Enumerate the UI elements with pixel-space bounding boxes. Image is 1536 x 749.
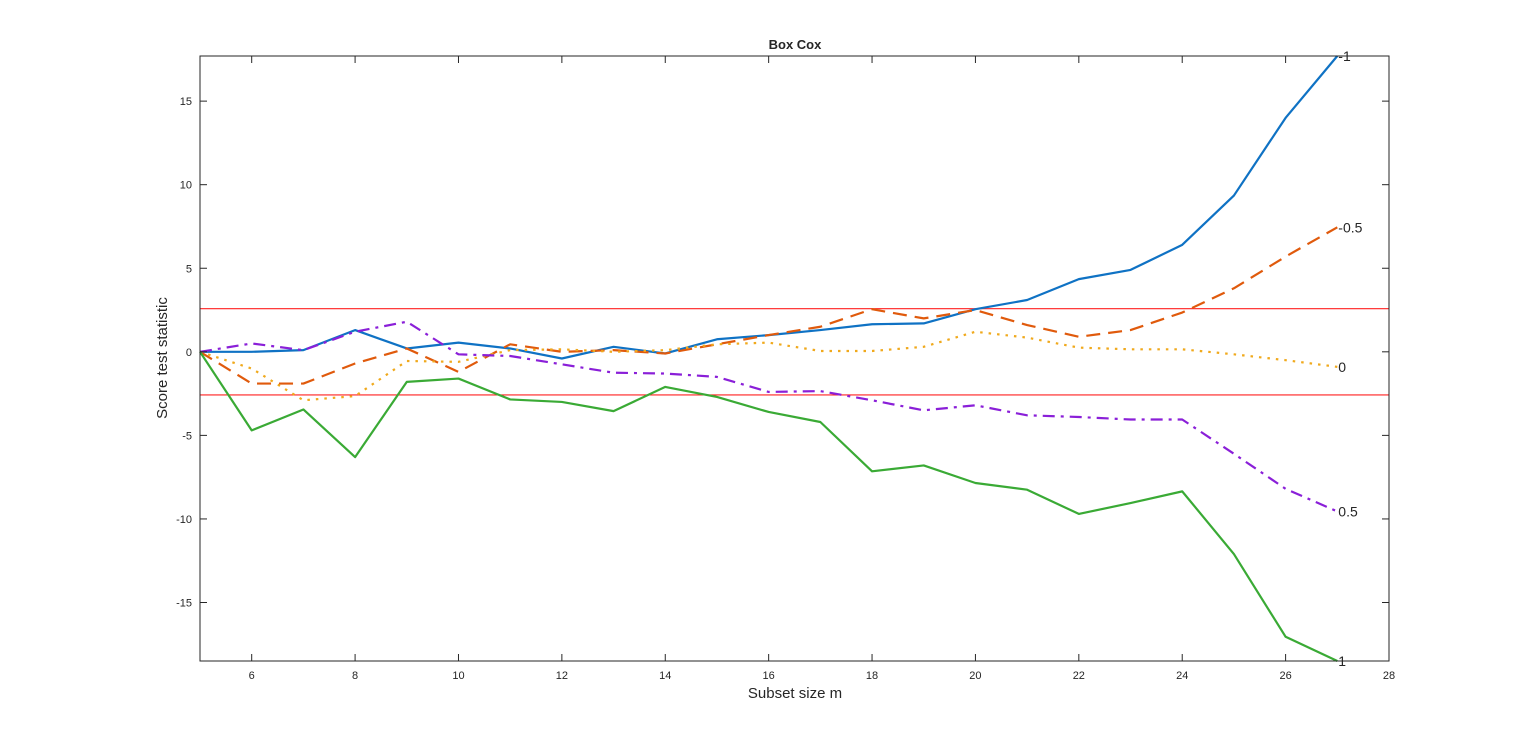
series-end-label: 0 [1338,359,1346,375]
y-axis-label: Score test statistic [154,297,171,419]
x-tick-label: 22 [1073,670,1085,682]
x-tick-label: 24 [1176,670,1188,682]
y-tick-label: -10 [176,514,192,526]
chart-title: Box Cox [769,37,823,52]
plot-area [200,56,1389,661]
series-line-1 [199,351,1338,662]
y-tick-label: 10 [180,180,192,192]
x-axis-label: Subset size m [748,685,842,702]
series-end-label: -1 [1338,48,1351,64]
series-end-label: -0.5 [1338,219,1362,235]
x-tick-label: 6 [249,670,255,682]
x-tick-label: 12 [556,670,568,682]
y-tick-label: -5 [182,430,192,442]
x-tick-label: 10 [452,670,464,682]
series-end-label: 0.5 [1338,503,1358,519]
series-end-label: 1 [1338,653,1346,669]
series-line--0.5 [199,226,1338,385]
y-tick-label: -15 [176,598,192,610]
y-tick-label: 0 [186,347,192,359]
y-tick-label: 5 [186,263,192,275]
x-tick-label: 16 [763,670,775,682]
axes-box [199,55,1390,662]
x-tick-label: 18 [866,670,878,682]
x-tick-label: 20 [969,670,981,682]
x-tick-label: 8 [352,670,358,682]
x-tick-label: 26 [1279,670,1291,682]
x-tick-label: 28 [1383,670,1395,682]
series-line-0.5 [199,320,1338,513]
y-tick-label: 15 [180,96,192,108]
x-tick-label: 14 [659,670,671,682]
